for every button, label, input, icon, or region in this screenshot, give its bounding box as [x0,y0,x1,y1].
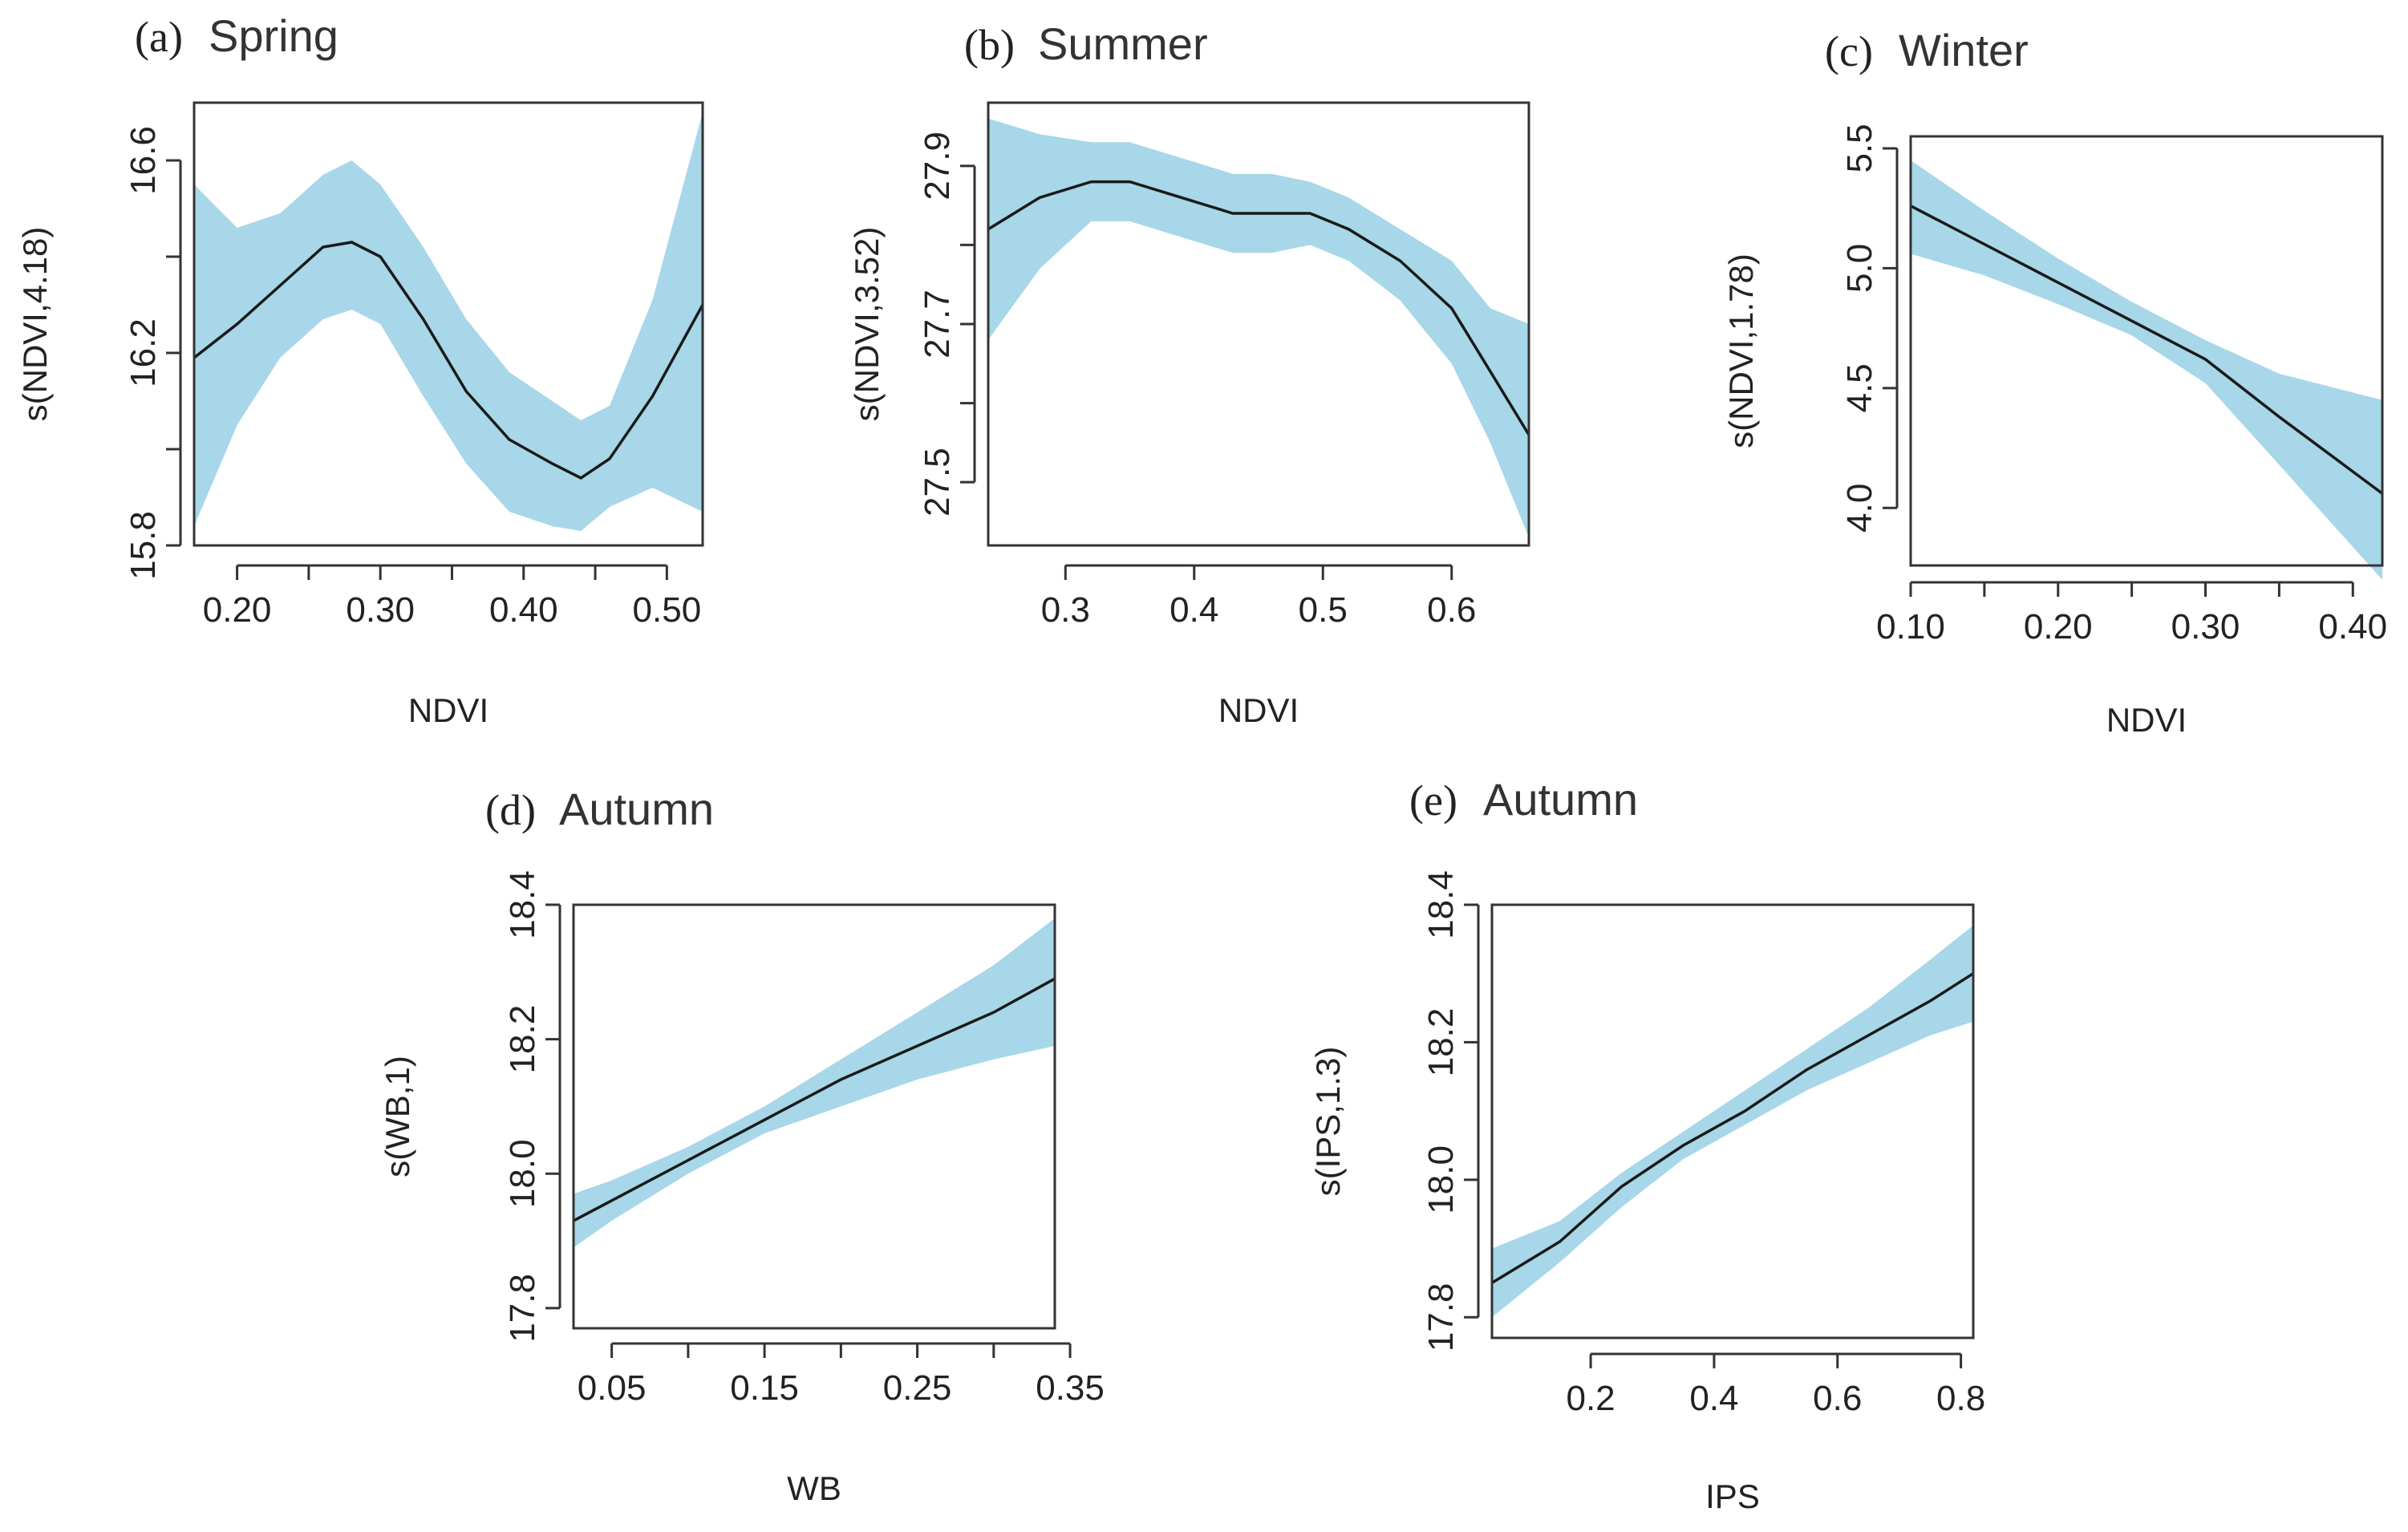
panel-a: 0.20 0.30 0.40 0.50 15.8 16.2 16.6 NDVI s(NDVI,4… [16,10,704,729]
y-tick-label: 27.5 [918,448,957,517]
panel-e: 0.2 0.4 0.6 0.8 17.8 18.0 18.2 18.4 IPS s(IPS,1.3… [1309,774,1985,1515]
x-tick-label: 0.40 [489,590,558,630]
y-tick-label: 18.0 [1421,1145,1461,1214]
y-tick-label: 16.2 [124,318,163,387]
x-tick-label: 0.15 [730,1368,799,1408]
x-tick-label: 0.4 [1170,590,1218,630]
panel-title-prefix: (a) [135,13,183,61]
smooth-curve [987,180,1530,436]
y-tick-label: 17.8 [503,1274,542,1343]
x-axis-label: NDVI [1218,691,1299,729]
x-tick-label: 0.20 [203,590,272,630]
x-axis-label: NDVI [2106,701,2187,739]
y-tick-label: 18.2 [503,1005,542,1074]
confidence-band [988,118,1529,538]
x-tick-label: 0.6 [1427,590,1476,630]
y-tick-label: 27.7 [918,290,957,359]
y-tick-label: 16.6 [124,126,163,195]
smooth-curve [1910,205,2384,495]
y-axis-label: s(IPS,1.3) [1309,1047,1347,1197]
x-tick-label: 0.30 [346,590,415,630]
panel-c: 0.10 0.20 0.30 0.40 4.0 4.5 5.0 5.5 NDVI s(NDVI,1… [1722,25,2387,739]
smooth-curve [193,241,704,480]
panel-title-prefix: (d) [485,786,536,834]
x-axis-label: NDVI [408,691,488,729]
y-axis-label: s(NDVI,3.52) [848,227,886,422]
panel-title-prefix: (e) [1409,776,1457,825]
y-axis-label: s(WB,1) [379,1056,416,1177]
panel-title: Spring [209,10,338,61]
y-tick-label: 18.2 [1421,1008,1461,1077]
plot-frame [572,903,1056,1330]
y-tick-label: 5.0 [1840,244,1879,293]
panel-d: 0.05 0.15 0.25 0.35 17.8 18.0 18.2 18.4 WB s(WB,1… [379,784,1105,1507]
smooth-curve [573,977,1056,1222]
x-tick-label: 0.6 [1813,1379,1862,1418]
panel-title-prefix: (c) [1825,27,1873,75]
plot-frame [987,101,1530,547]
smooth-curve [1491,972,1974,1284]
x-tick-label: 0.4 [1689,1379,1738,1418]
confidence-band [1492,925,1973,1318]
x-tick-label: 0.8 [1936,1379,1985,1418]
x-tick-label: 0.30 [2171,607,2240,646]
y-tick-label: 15.8 [124,511,163,580]
x-tick-label: 0.3 [1041,590,1090,630]
x-tick-label: 0.40 [2318,607,2387,646]
x-tick-label: 0.50 [633,590,702,630]
x-tick-label: 0.05 [578,1368,647,1408]
confidence-band [574,918,1055,1248]
y-tick-label: 17.8 [1421,1283,1461,1352]
plot-frame [193,101,704,547]
confidence-band [194,112,703,531]
panel-title: Autumn [1483,774,1638,825]
y-axis-label: s(NDVI,1.78) [1722,253,1760,448]
x-tick-label: 0.20 [2024,607,2093,646]
confidence-band [1911,160,2382,580]
panel-title: Summer [1038,18,1208,69]
x-axis-label: WB [787,1469,841,1507]
plot-frame [1490,903,1975,1339]
y-tick-label: 4.5 [1840,363,1879,412]
x-tick-label: 0.5 [1299,590,1348,630]
x-tick-label: 0.2 [1566,1379,1615,1418]
x-axis-label: IPS [1705,1477,1760,1515]
y-tick-label: 4.0 [1840,484,1879,533]
panel-b: 0.3 0.4 0.5 0.6 27.5 27.7 27.9 NDVI s(NDVI,3.52)… [848,18,1530,729]
x-tick-label: 0.10 [1876,607,1945,646]
y-tick-label: 27.9 [918,132,957,201]
panel-title-prefix: (b) [964,21,1015,69]
plot-frame [1909,135,2384,567]
x-tick-label: 0.25 [883,1368,952,1408]
panel-title: Autumn [559,784,714,834]
y-tick-label: 18.4 [503,870,542,939]
y-tick-label: 5.5 [1840,124,1879,172]
y-axis-label: s(NDVI,4.18) [16,227,54,422]
x-tick-label: 0.35 [1036,1368,1105,1408]
y-tick-label: 18.4 [1421,870,1461,939]
panel-title: Winter [1899,25,2029,75]
y-tick-label: 18.0 [503,1139,542,1208]
